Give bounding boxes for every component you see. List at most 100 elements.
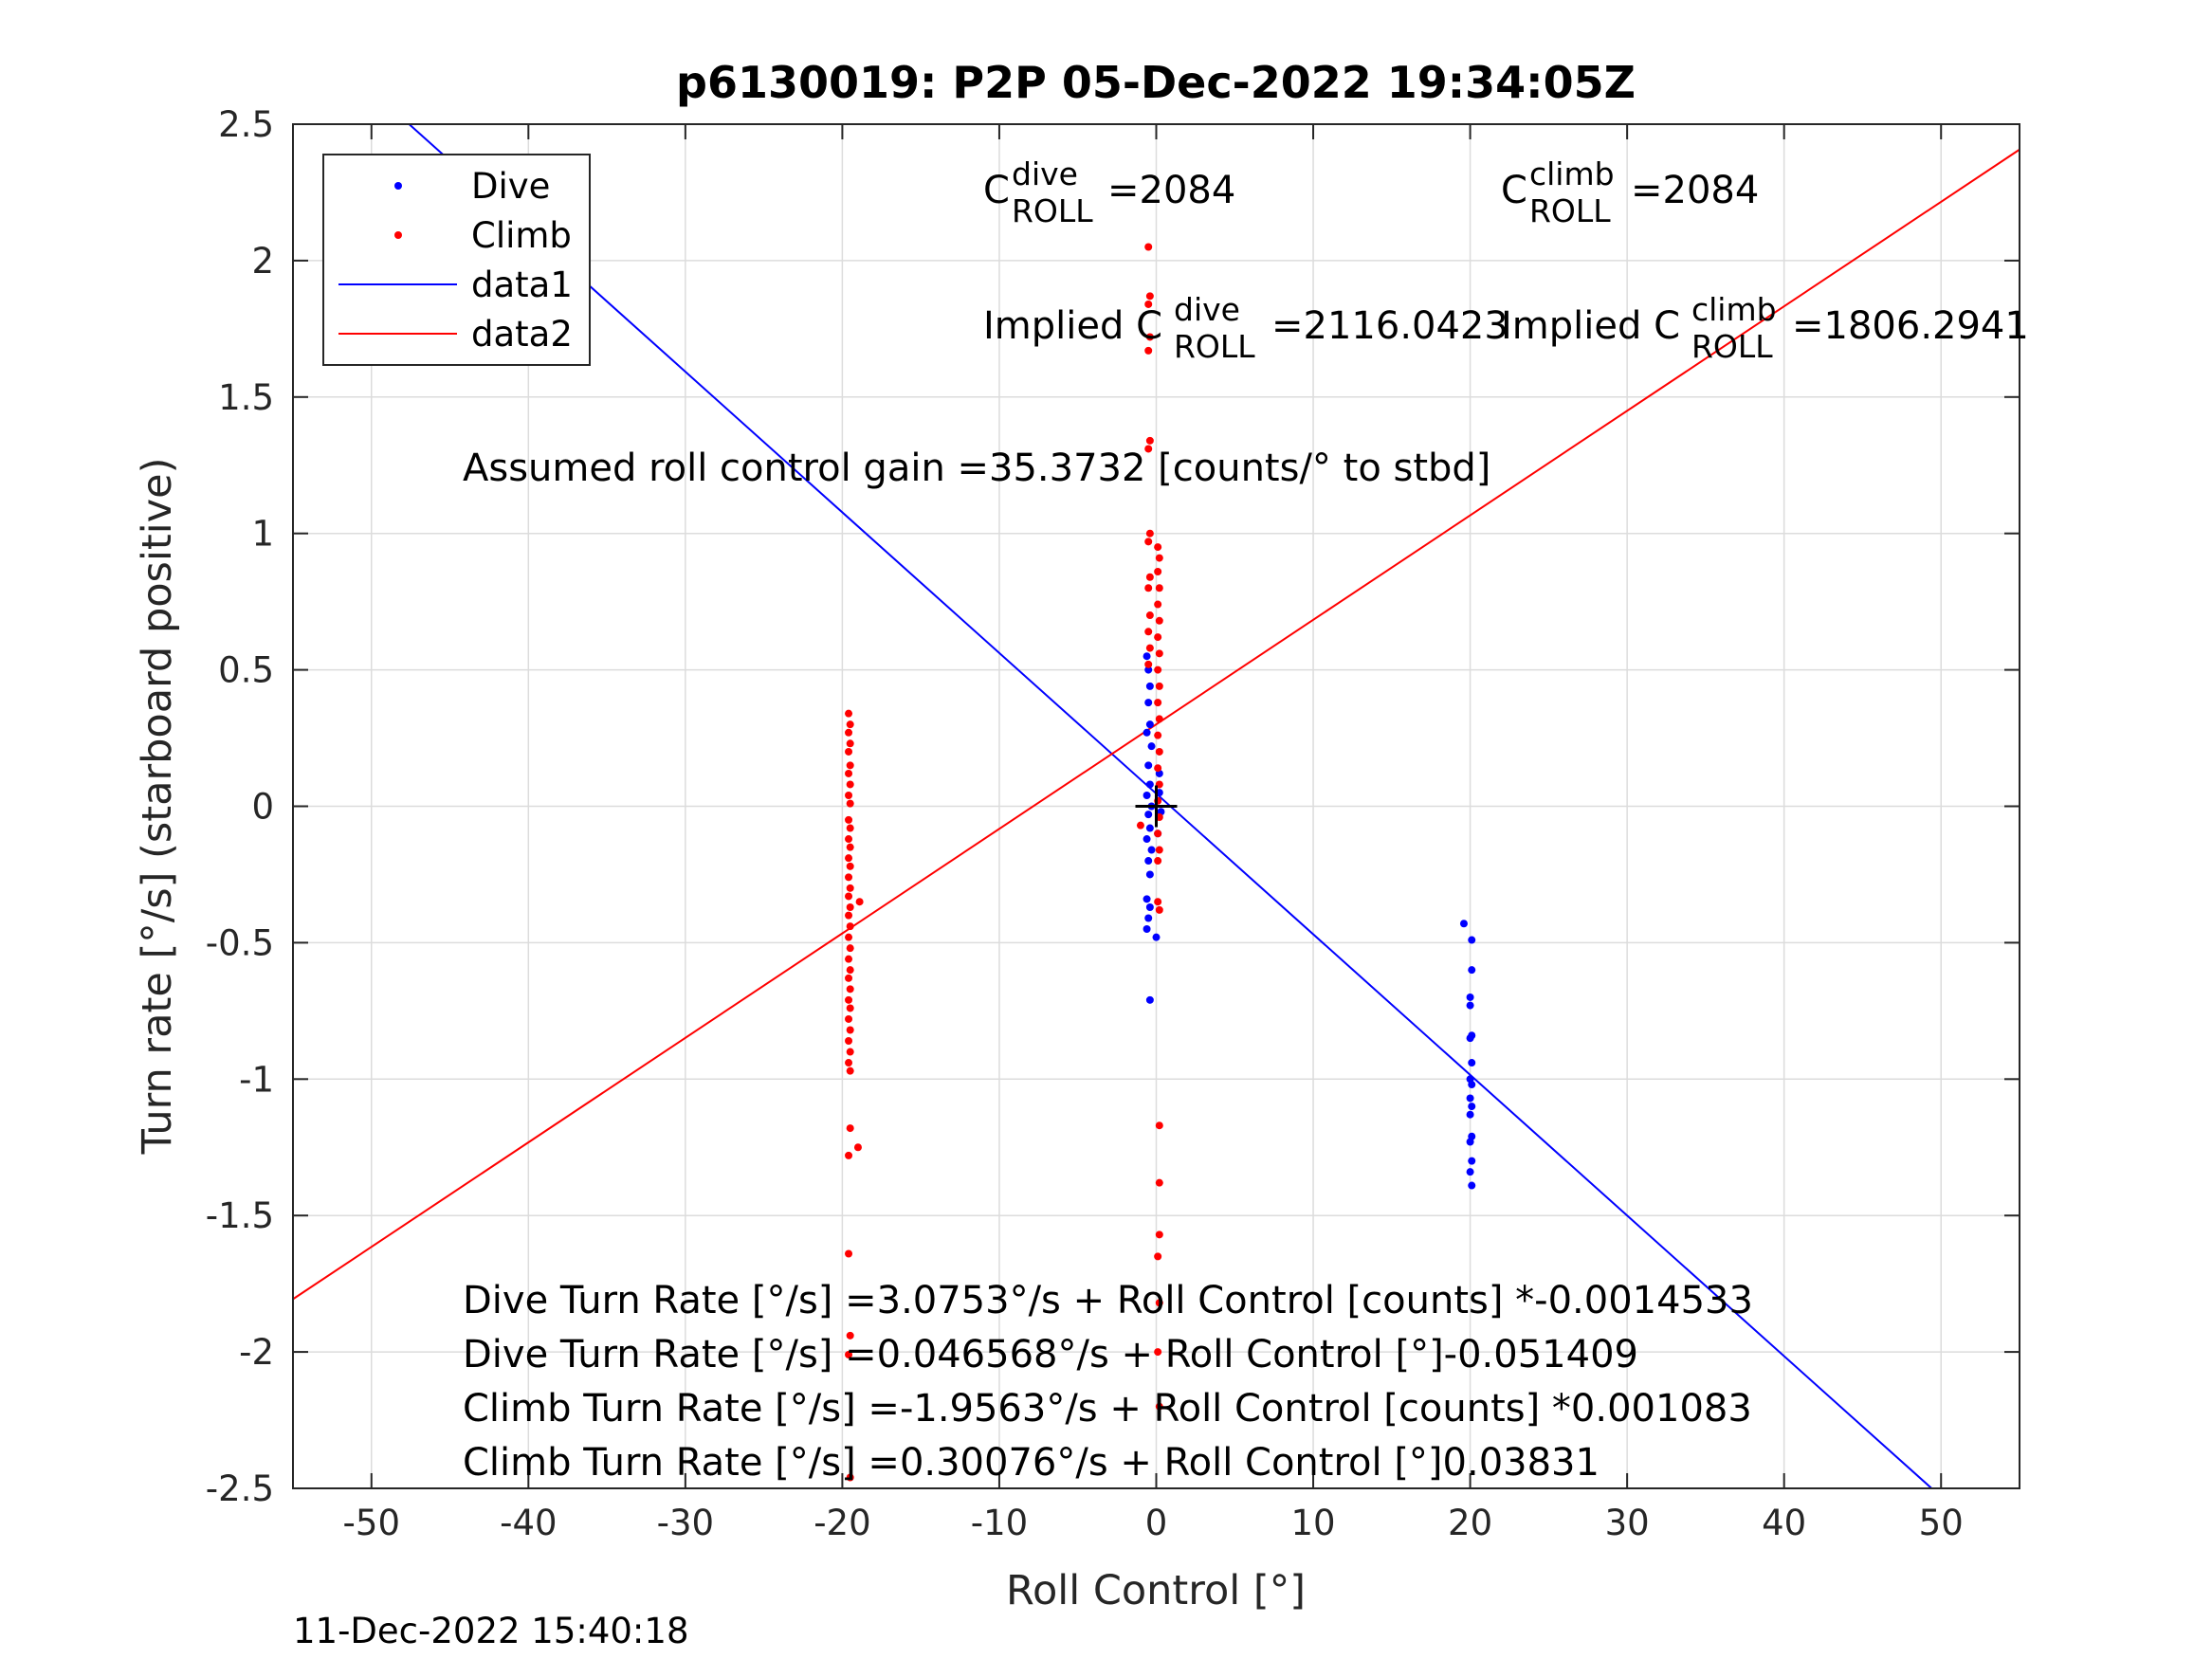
point-climb	[845, 728, 853, 737]
point-climb	[1155, 1178, 1163, 1187]
x-tick-label: 30	[1605, 1503, 1650, 1543]
c-roll-climb-value: =2084	[1631, 169, 1759, 212]
point-dive	[1147, 742, 1156, 751]
x-tick-label: 50	[1919, 1503, 1964, 1543]
point-climb	[845, 1014, 853, 1023]
implied-dive-sup: dive	[1174, 291, 1240, 328]
point-climb	[845, 791, 853, 799]
point-dive	[1466, 1034, 1474, 1043]
point-climb	[846, 902, 854, 911]
point-climb	[1144, 660, 1153, 668]
point-dive	[1466, 1168, 1474, 1176]
point-climb	[845, 1037, 853, 1046]
point-dive	[1152, 933, 1161, 941]
x-tick-label: 0	[1145, 1503, 1168, 1543]
implied-climb-sup: climb	[1691, 291, 1777, 328]
point-climb	[1155, 1121, 1163, 1130]
point-climb	[846, 1124, 854, 1133]
point-dive	[1144, 914, 1153, 922]
point-climb	[1155, 616, 1163, 625]
point-climb	[845, 995, 853, 1004]
point-climb	[1136, 821, 1144, 830]
y-tick-label: 1	[251, 514, 274, 555]
point-climb	[1144, 300, 1153, 308]
point-climb	[1145, 644, 1154, 652]
point-climb	[1145, 292, 1154, 301]
point-climb	[846, 739, 854, 748]
c-roll-dive-sub: ROLL	[1012, 192, 1093, 229]
implied-dive-value: =2116.0423	[1271, 304, 1508, 348]
point-climb	[1154, 633, 1162, 642]
point-dive	[1144, 811, 1153, 819]
point-dive	[1147, 846, 1156, 854]
y-tick-label: -2	[239, 1332, 274, 1373]
fit-equation-3: Climb Turn Rate [°/s] =-1.9563°/s + Roll…	[463, 1387, 1752, 1431]
point-dive	[1144, 857, 1153, 866]
implied-climb-sub: ROLL	[1691, 328, 1773, 365]
point-climb	[845, 933, 853, 941]
point-climb	[1155, 1231, 1163, 1239]
annotation-implied-climb: Implied C climb ROLL =1806.2941	[1501, 291, 2029, 365]
tick-labels: -50 -40 -30 -20 -10 0 10 20 30 40 50 2.5 2 1.5 1 0.5 0 -0…	[206, 104, 1964, 1543]
point-dive	[1144, 699, 1153, 707]
y-tick-label: -2.5	[206, 1468, 274, 1509]
point-climb	[846, 922, 854, 931]
point-dive	[1468, 1059, 1476, 1067]
point-climb	[845, 835, 853, 844]
point-climb	[845, 1151, 853, 1159]
x-tick-label: 20	[1448, 1503, 1492, 1543]
point-climb	[1145, 436, 1154, 445]
annotation-c-roll-dive: C dive ROLL =2084	[983, 155, 1235, 229]
line-data2	[293, 148, 2020, 1301]
point-climb	[845, 1350, 853, 1358]
point-climb	[845, 974, 853, 982]
plot-contents	[293, 124, 2020, 1488]
point-dive	[1143, 925, 1151, 934]
point-dive	[1468, 1103, 1476, 1111]
axes-box	[292, 123, 2020, 1489]
point-climb	[1144, 243, 1153, 251]
point-climb	[1154, 1348, 1162, 1357]
point-dive	[1466, 1001, 1474, 1010]
point-climb	[846, 944, 854, 953]
point-dive	[1145, 682, 1154, 690]
legend-box	[322, 154, 591, 366]
c-roll-climb-sup: climb	[1529, 155, 1615, 192]
point-climb	[1154, 857, 1162, 866]
point-dive	[1143, 791, 1151, 799]
point-climb	[846, 1026, 854, 1034]
point-climb	[846, 1473, 854, 1482]
implied-climb-value: =1806.2941	[1792, 304, 2029, 348]
point-dive	[1145, 720, 1154, 729]
point-climb	[845, 873, 853, 882]
legend: Dive Climb data1 data2	[322, 154, 591, 366]
point-climb	[1145, 611, 1154, 620]
point-climb	[1154, 764, 1162, 773]
point-climb	[846, 966, 854, 975]
y-tick-label: -0.5	[206, 922, 274, 963]
point-climb	[1155, 1402, 1163, 1411]
point-climb	[1155, 846, 1163, 854]
c-roll-dive-value: =2084	[1107, 169, 1235, 212]
point-climb	[846, 985, 854, 994]
x-tick-label: 40	[1762, 1503, 1806, 1543]
x-tick-label: -50	[343, 1503, 400, 1543]
fit-equations: Dive Turn Rate [°/s] =3.0753°/s + Roll C…	[463, 1279, 1753, 1485]
y-tick-label: -1	[239, 1059, 274, 1100]
point-climb	[1144, 445, 1153, 453]
point-dive	[1466, 1094, 1474, 1103]
c-roll-climb-sub: ROLL	[1529, 192, 1611, 229]
point-climb	[1154, 898, 1162, 906]
annotation-implied-dive: Implied C dive ROLL =2116.0423	[983, 291, 1508, 365]
implied-climb-prefix: Implied C	[1501, 304, 1680, 348]
x-tick-label: 10	[1290, 1503, 1335, 1543]
origin-marker	[1135, 785, 1178, 828]
y-tick-label: -1.5	[206, 1195, 274, 1236]
fit-equation-1: Dive Turn Rate [°/s] =3.0753°/s + Roll C…	[463, 1279, 1753, 1322]
point-climb	[846, 780, 854, 789]
point-climb	[846, 1004, 854, 1012]
c-roll-climb-letter: C	[1501, 169, 1527, 212]
point-climb	[1154, 543, 1162, 552]
point-climb	[1144, 346, 1153, 355]
